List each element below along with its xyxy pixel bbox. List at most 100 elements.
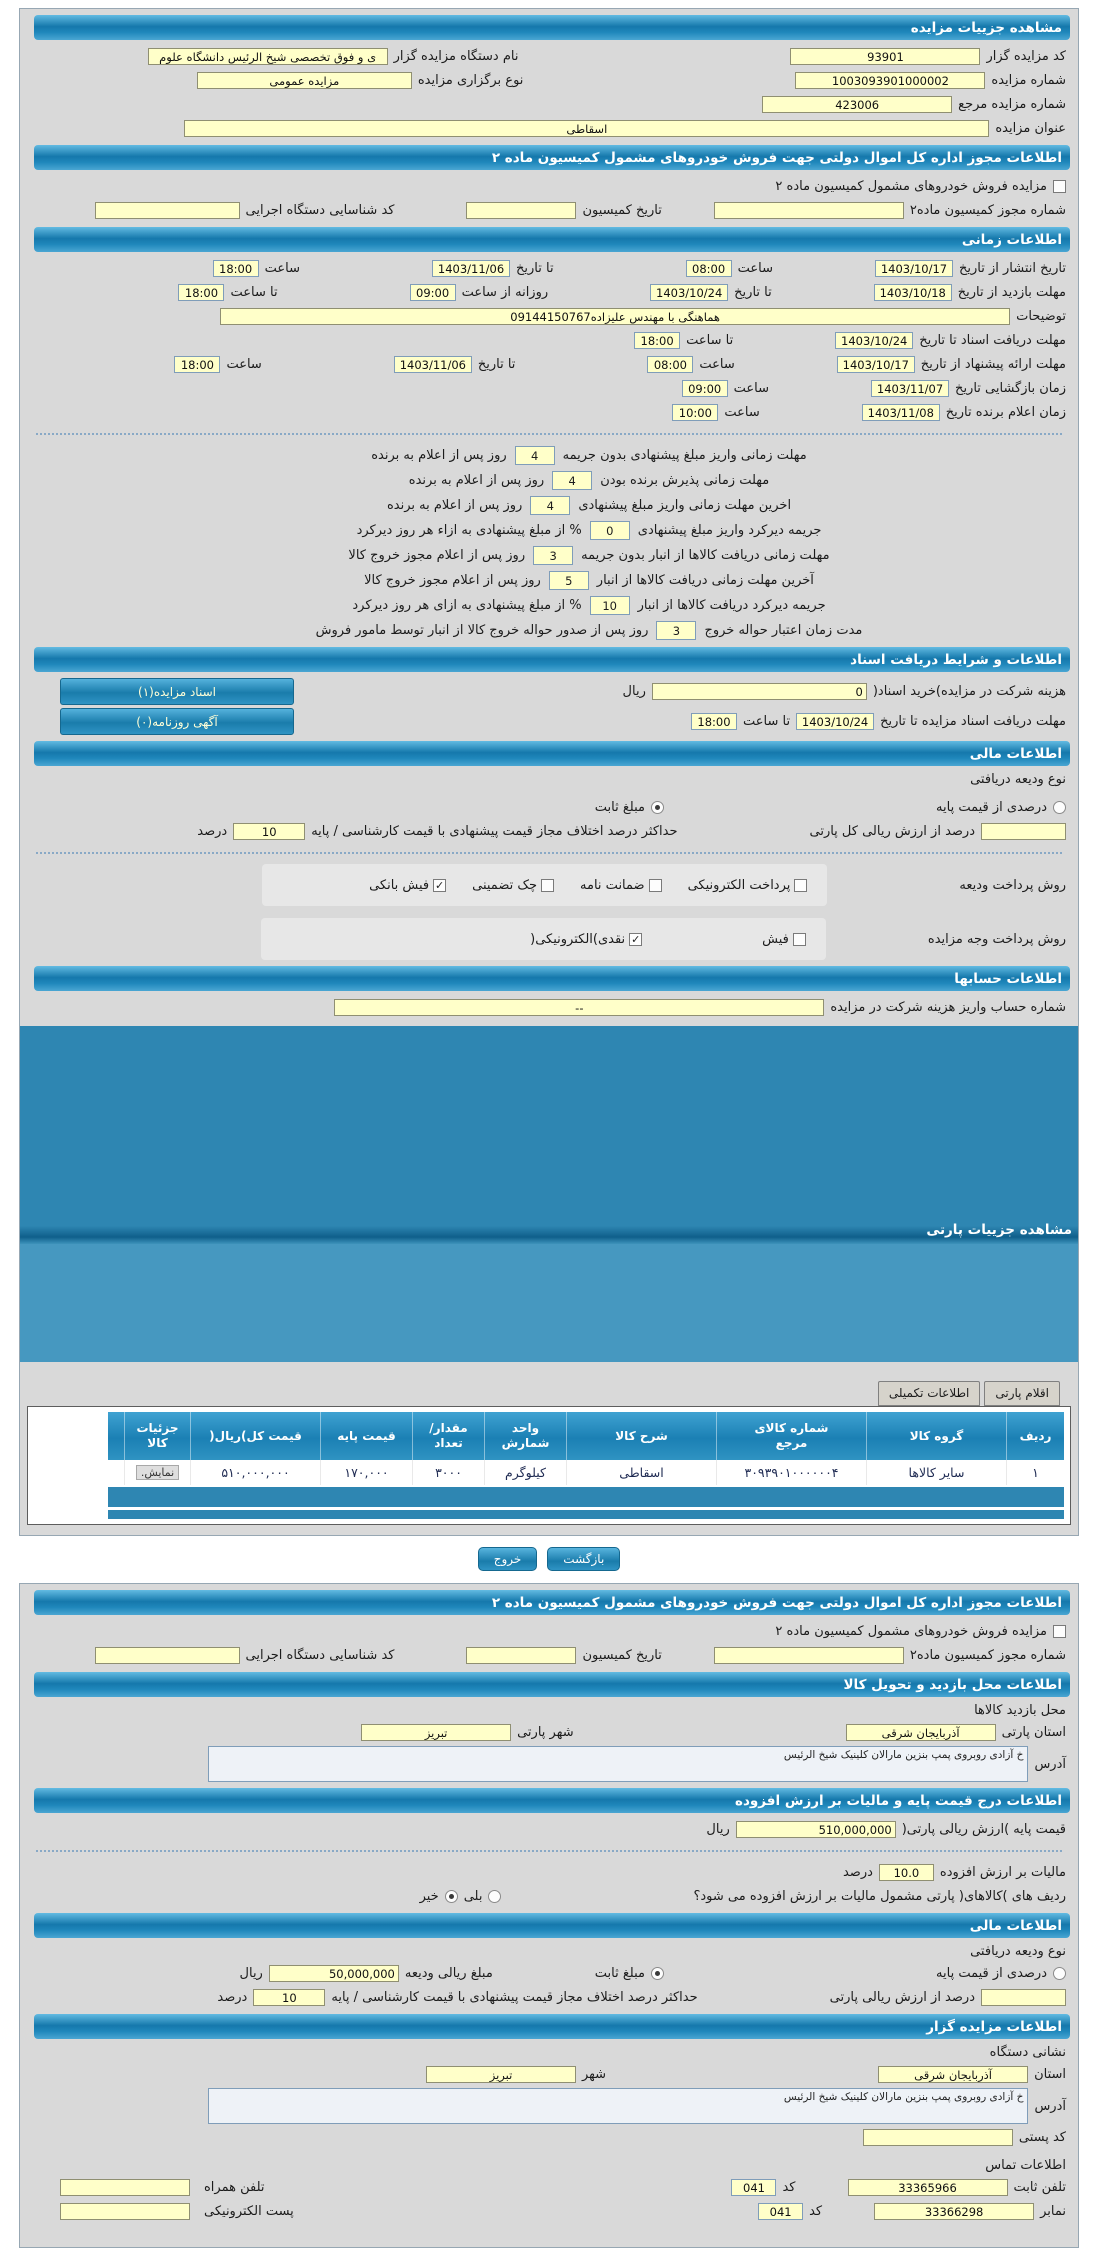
section-header-org: اطلاعات مزایده گزار: [34, 2014, 1070, 2039]
percent-of-base-label-1: درصدی از قیمت پایه: [936, 800, 1047, 815]
receipt-checkbox[interactable]: [792, 932, 806, 946]
row-deposit-type-options-1: درصدی از قیمت پایه مبلغ ثابت: [32, 797, 1066, 818]
visit-label: مهلت بازدید از تاریخ: [957, 285, 1066, 300]
agency-id-field-1[interactable]: [94, 202, 240, 219]
publish-time-from[interactable]: 08:00: [685, 260, 732, 277]
fee-field[interactable]: 0: [651, 683, 867, 700]
deposit-amount-field[interactable]: 50,000,000: [268, 1965, 399, 1982]
penalty-value-field[interactable]: 3: [533, 546, 574, 565]
auction-type-field[interactable]: مزایده عمومی: [196, 72, 412, 89]
publish-time-to[interactable]: 18:00: [212, 260, 259, 277]
percent-of-base-radio-2[interactable]: [1053, 1967, 1066, 1980]
fixed-amount-radio-2[interactable]: [651, 1967, 665, 1980]
penalty-value-field[interactable]: 4: [514, 446, 555, 465]
docs-deadline-date[interactable]: 1403/10/24: [835, 332, 914, 349]
maxdiff-field-1[interactable]: 10: [233, 823, 306, 840]
row-permit-fields-1: شماره مجوز کمیسیون ماده۲ تاریخ کمیسیون ک…: [32, 200, 1066, 221]
notes-field[interactable]: هماهنگی با مهندس علیزاده09144150767: [220, 308, 1011, 325]
permit-no-field-2[interactable]: [713, 1647, 904, 1664]
certified-check-checkbox[interactable]: [541, 878, 555, 892]
docs-get-time[interactable]: 18:00: [690, 713, 737, 730]
cash-electronic-checkbox[interactable]: [629, 932, 643, 946]
auction-details-panel: مشاهده جزییات مزایده کد مزایده گزار 9390…: [19, 8, 1079, 1536]
permit-checkbox-label-1: مزایده فروش خودروهای مشمول کمیسیون ماده …: [775, 179, 1047, 194]
penalty-value-field[interactable]: 0: [589, 521, 630, 540]
offer-time-from[interactable]: 08:00: [647, 356, 694, 373]
auction-no-field[interactable]: 1003093901000002: [795, 72, 986, 89]
visit-time-from[interactable]: 09:00: [409, 284, 456, 301]
party-value-percent-field-1[interactable]: [981, 823, 1066, 840]
deposit-type-label-1: نوع ودیعه دریافتی: [970, 772, 1066, 787]
party-city-field[interactable]: تبریز: [361, 1724, 512, 1741]
table-footer-strip: [108, 1510, 1064, 1519]
auction-title-field[interactable]: اسقاطی: [184, 120, 990, 137]
newspaper-ad-button[interactable]: آگهی روزنامه(۰): [60, 708, 294, 735]
offer-date-from[interactable]: 1403/10/17: [836, 356, 915, 373]
publish-date-from[interactable]: 1403/10/17: [874, 260, 953, 277]
penalty-suffix: روز پس از اعلام به برنده: [408, 473, 545, 488]
winner-time[interactable]: 10:00: [672, 404, 719, 421]
docs-get-date[interactable]: 1403/10/24: [796, 713, 875, 730]
postal-code-field[interactable]: [862, 2129, 1013, 2146]
penalty-value-field[interactable]: 4: [552, 471, 593, 490]
penalty-value-field[interactable]: 10: [589, 596, 630, 615]
cell-ref: ۳۰۹۳۹۰۱۰۰۰۰۰۰۴: [716, 1460, 866, 1485]
certified-check-label: چک تضمینی: [472, 877, 538, 893]
base-price-rial: ریال: [706, 1822, 730, 1837]
ref-no-field[interactable]: 423006: [762, 96, 953, 113]
offer-time-to[interactable]: 18:00: [174, 356, 221, 373]
show-details-link[interactable]: نمایش.: [135, 1465, 180, 1480]
visit-date-to[interactable]: 1403/10/24: [650, 284, 729, 301]
phone-code-field[interactable]: 041: [731, 2179, 777, 2196]
email-field[interactable]: [60, 2203, 190, 2220]
party-province-field[interactable]: آذربایجان شرقی: [845, 1724, 996, 1741]
bidder-code-field[interactable]: 93901: [790, 48, 981, 65]
phone-field[interactable]: 33365966: [847, 2179, 1008, 2196]
commission-date-field-2[interactable]: [466, 1647, 577, 1664]
permit-checkbox-2[interactable]: [1053, 1625, 1066, 1638]
permit-no-field-1[interactable]: [713, 202, 904, 219]
tab-additional-info[interactable]: اطلاعات تکمیلی: [877, 1381, 981, 1406]
exit-button[interactable]: خروج: [477, 1547, 538, 1571]
permit-checkbox-1[interactable]: [1053, 180, 1066, 193]
penalty-value-field[interactable]: 3: [656, 621, 697, 640]
visit-time-to[interactable]: 18:00: [178, 284, 225, 301]
fax-code-field[interactable]: 041: [758, 2203, 804, 2220]
fixed-amount-radio-1[interactable]: [651, 801, 665, 814]
vat-yes-radio[interactable]: [488, 1890, 502, 1903]
guarantee-letter-checkbox[interactable]: [648, 878, 662, 892]
org-address-field[interactable]: خ آزادی روبروی پمپ بنزین مارالان کلینیک …: [208, 2088, 1029, 2124]
agency-id-field-2[interactable]: [94, 1647, 240, 1664]
electronic-payment-checkbox[interactable]: [794, 878, 808, 892]
offer-date-to[interactable]: 1403/11/06: [393, 356, 472, 373]
maxdiff-field-2[interactable]: 10: [253, 1989, 326, 2006]
penalty-value-field[interactable]: 4: [530, 496, 571, 515]
publish-date-to[interactable]: 1403/11/06: [432, 260, 511, 277]
base-price-field[interactable]: 510,000,000: [735, 1821, 896, 1838]
fax-field[interactable]: 33366298: [874, 2203, 1035, 2220]
opening-time[interactable]: 09:00: [681, 380, 728, 397]
mobile-field[interactable]: [60, 2179, 190, 2196]
party-value-percent-field-2[interactable]: [981, 1989, 1066, 2006]
org-city-field[interactable]: تبریز: [426, 2066, 576, 2083]
electronic-payment-label: پرداخت الکترونیکی: [687, 877, 791, 893]
account-field[interactable]: --: [334, 999, 825, 1016]
tab-party-items[interactable]: اقلام پارتی: [984, 1381, 1060, 1406]
percent-of-base-radio-1[interactable]: [1053, 801, 1066, 814]
back-button[interactable]: بازگشت: [547, 1547, 621, 1571]
org-province-field[interactable]: آذربایجان شرقی: [878, 2066, 1029, 2083]
party-address-field[interactable]: خ آزادی روبروی پمپ بنزین مارالان کلینیک …: [208, 1746, 1029, 1782]
commission-date-field-1[interactable]: [466, 202, 577, 219]
docs-deadline-time[interactable]: 18:00: [634, 332, 681, 349]
row-party-address: آدرس خ آزادی روبروی پمپ بنزین مارالان کل…: [32, 1746, 1066, 1782]
vat-field[interactable]: 10.0: [878, 1864, 934, 1881]
opening-date[interactable]: 1403/11/07: [871, 380, 950, 397]
bank-receipt-checkbox[interactable]: [433, 878, 447, 892]
winner-date[interactable]: 1403/11/08: [861, 404, 940, 421]
penalty-value-field[interactable]: 5: [548, 571, 589, 590]
party-details-panel: اطلاعات مجوز اداره کل اموال دولتی جهت فر…: [19, 1583, 1079, 2248]
org-name-field[interactable]: ی و فوق تخصصی شیخ الرئیس دانشگاه علوم: [147, 48, 388, 65]
visit-date-from[interactable]: 1403/10/18: [873, 284, 952, 301]
auction-docs-button[interactable]: اسناد مزایده(۱): [60, 678, 294, 705]
vat-no-radio[interactable]: [444, 1890, 458, 1903]
